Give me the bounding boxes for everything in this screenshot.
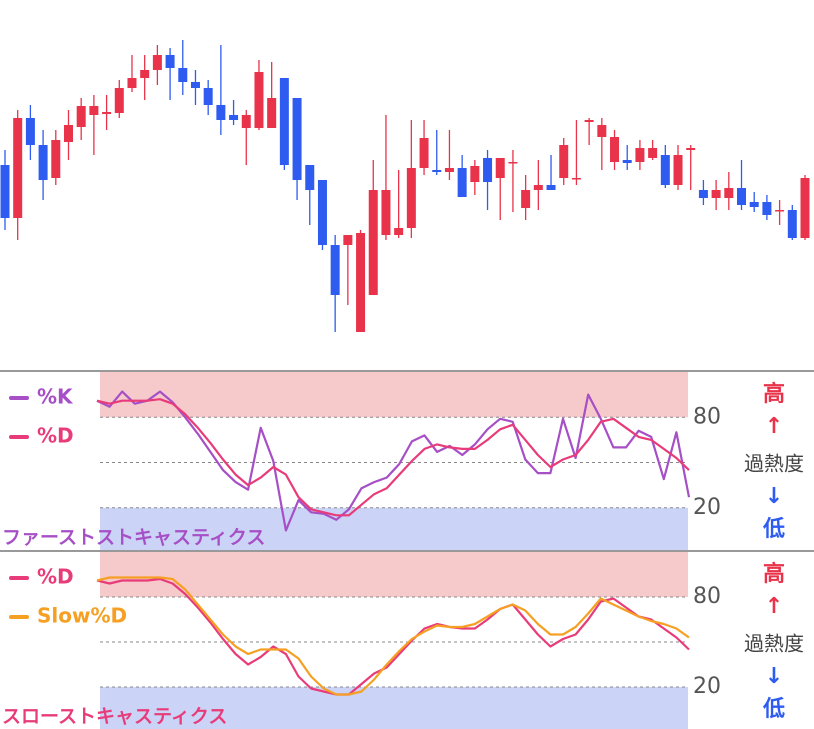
candle-body [508,162,518,164]
candle-body [330,245,340,295]
candle-body [178,68,188,82]
series-line [96,390,691,532]
side-label: 高 [763,381,785,407]
candle-body [470,166,480,182]
candle-body [267,98,277,128]
side-label: 低 [762,517,785,542]
candle-body [381,190,391,235]
candle-body [749,202,759,207]
candle-body [305,165,315,190]
candle-body [102,112,112,114]
lower-zone [100,687,688,729]
legend-label: %D [37,565,74,589]
candle-body [622,160,632,163]
candle-body [483,158,493,182]
candle-body [533,185,543,190]
candle-body [216,105,226,120]
candle-body [76,106,86,127]
candle-body [432,170,442,172]
candle-body [89,106,99,115]
candle-body [127,78,137,88]
candle-body [343,235,353,245]
legend-label: Slow%D [37,604,127,628]
y-tick-label: 20 [693,674,721,699]
candle-body [25,118,35,145]
candle-body [444,168,454,172]
lower-zone [100,507,688,550]
candle-body [673,155,683,185]
side-label: ↑ [765,594,783,619]
candle-body [419,138,429,168]
legend-label: %D [37,424,74,448]
candle-body [51,140,61,178]
side-label: 高 [763,561,785,587]
upper-zone [100,372,688,418]
candle-body [394,228,404,235]
candle-body [229,115,239,120]
candle-body [648,148,658,158]
candle-body [368,190,378,295]
candle-body [724,188,734,198]
chart-title: スローストキャスティクス [2,706,227,728]
candle-body [140,70,150,78]
candle-body [254,72,264,128]
candle-body [190,82,200,88]
y-tick-label: 80 [693,404,721,429]
candle-body [787,210,797,238]
candle-body [660,155,670,185]
candle-body [152,55,162,70]
candle-body [495,158,505,178]
candle-body [279,78,289,165]
candle-body [13,118,23,218]
candle-body [457,168,467,197]
candle-body [356,233,366,332]
candle-body [762,202,772,215]
y-tick-label: 20 [693,495,721,520]
series-line [96,576,690,696]
candle-body [165,55,175,68]
candle-body [63,125,73,142]
side-label: 低 [762,697,785,722]
side-label: 過熱度 [744,632,804,656]
series-line [96,577,690,696]
candle-body [292,98,302,180]
candle-body [597,125,607,137]
candle-body [203,88,213,105]
candle-body [775,210,785,212]
candle-body [584,120,594,122]
side-label: 過熱度 [744,452,804,476]
side-label: ↓ [765,664,783,689]
candle-body [737,188,747,205]
candle-body [635,148,645,162]
candle-body [686,148,696,150]
series-line [96,398,690,517]
side-label: ↓ [765,484,783,509]
candle-body [800,178,810,238]
candle-body [521,190,531,208]
candle-body [38,145,48,180]
candle-body [406,168,416,228]
candle-body [114,88,124,113]
candle-body [559,145,569,178]
candle-body [241,115,251,128]
candle-body [546,185,556,190]
candle-body [0,165,10,218]
legend-label: %K [37,385,74,409]
candle-body [571,178,581,180]
candle-body [711,190,721,198]
upper-zone [100,552,688,597]
candle-body [610,137,620,162]
candle-body [317,180,327,245]
y-tick-label: 80 [693,584,721,609]
chart-title: ファーストストキャスティクス [2,527,265,549]
candle-body [698,190,708,198]
side-label: ↑ [765,414,783,439]
